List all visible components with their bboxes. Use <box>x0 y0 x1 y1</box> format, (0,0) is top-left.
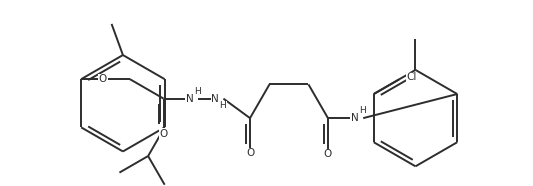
Text: O: O <box>324 149 332 159</box>
Text: H: H <box>359 106 366 116</box>
Text: Cl: Cl <box>406 72 417 82</box>
Text: N: N <box>212 94 219 104</box>
Text: H: H <box>219 101 226 110</box>
Text: N: N <box>186 94 194 104</box>
Text: O: O <box>99 74 107 84</box>
Text: O: O <box>246 148 254 158</box>
Text: H: H <box>194 87 201 96</box>
Text: O: O <box>159 129 168 139</box>
Text: N: N <box>351 113 359 123</box>
